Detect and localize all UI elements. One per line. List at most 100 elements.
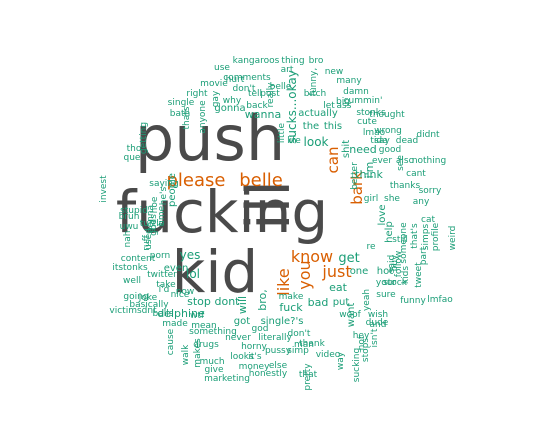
cloud-word: anyone: [198, 100, 208, 134]
cloud-word: made: [162, 319, 188, 329]
cloud-word: right: [186, 89, 208, 99]
cloud-word: girl: [364, 194, 378, 204]
cloud-word: going: [123, 292, 148, 302]
cloud-word: please: [167, 170, 226, 191]
cloud-word: much: [199, 357, 224, 367]
cloud-word: like: [274, 268, 293, 295]
cloud-word: literally: [258, 333, 292, 343]
cloud-word: better: [350, 162, 360, 190]
cloud-word: new: [325, 67, 344, 77]
cloud-word: can: [324, 147, 342, 174]
cloud-word: bruh: [119, 212, 140, 222]
cloud-word: something: [189, 327, 237, 337]
cloud-word: thought: [369, 110, 405, 120]
cloud-word: re: [366, 242, 376, 252]
cloud-word: part: [419, 246, 429, 265]
cloud-word: getting: [139, 122, 149, 154]
cloud-word: want: [346, 303, 357, 328]
cloud-word: kid: [172, 238, 259, 306]
cloud-word: stock: [383, 278, 408, 288]
cloud-word: well: [123, 276, 141, 286]
cloud-word: shit: [341, 140, 352, 158]
cloud-word: help: [384, 221, 395, 243]
cloud-word: post: [260, 89, 280, 99]
cloud-word: stupid: [120, 206, 148, 216]
cloud-word: dead: [396, 136, 418, 146]
cloud-word: let: [323, 101, 335, 111]
cloud-word: cute: [357, 117, 377, 127]
cloud-word: nothing: [412, 156, 446, 166]
cloud-word: thank: [299, 339, 325, 349]
cloud-word: damn: [343, 87, 369, 97]
cloud-word: you: [295, 260, 314, 289]
cloud-word: just: [321, 262, 351, 281]
cloud-word: else: [269, 361, 288, 371]
cloud-word: delphine: [157, 307, 205, 320]
cloud-word: way: [336, 351, 346, 370]
cloud-word: think: [355, 168, 383, 181]
cloud-word: now: [176, 287, 195, 297]
cloud-word: eat: [329, 281, 348, 294]
cloud-word: horny: [241, 342, 267, 352]
cloud-word: hoe: [150, 196, 160, 213]
cloud-word: cat: [421, 215, 435, 225]
cloud-word: the: [303, 121, 319, 132]
cloud-word: twitter: [147, 270, 177, 280]
cloud-word: dude: [366, 318, 389, 328]
cloud-word: make: [279, 292, 304, 302]
cloud-word: woof: [339, 310, 361, 320]
cloud-word: kangaroos: [233, 56, 280, 66]
cloud-word: isn't: [370, 328, 380, 347]
cloud-word: cummin': [344, 96, 383, 106]
cloud-word: that: [299, 370, 318, 380]
cloud-word: bark: [348, 171, 366, 205]
cloud-word: ass: [337, 101, 352, 111]
cloud-word: cause: [166, 328, 176, 355]
cloud-word: really: [266, 82, 276, 108]
cloud-word: fucking: [116, 178, 328, 246]
cloud-word: art: [281, 65, 294, 75]
cloud-word: used: [144, 228, 154, 250]
cloud-word: funny,: [309, 68, 319, 96]
cloud-word: bad: [308, 296, 329, 309]
cloud-word: funny: [400, 296, 426, 306]
cloud-word: lmfao: [427, 295, 453, 305]
cloud-word: thing: [281, 56, 304, 66]
cloud-word: this: [324, 121, 342, 132]
cloud-word: ill: [234, 180, 304, 230]
cloud-word: she: [384, 194, 400, 204]
cloud-word: weird: [448, 226, 458, 251]
cloud-word: it's: [248, 352, 262, 362]
cloud-word: gods: [149, 214, 159, 236]
cloud-word: sucking: [352, 348, 362, 382]
cloud-word: pussy: [265, 346, 292, 356]
cloud-word: yeah: [362, 289, 372, 311]
cloud-word: say: [374, 136, 390, 146]
cloud-word: joke: [138, 293, 158, 303]
cloud-word: wtf: [190, 311, 205, 321]
cloud-word: people: [167, 173, 178, 207]
cloud-word: sure: [376, 290, 396, 300]
cloud-word: saying: [149, 179, 178, 189]
cloud-word: money: [239, 362, 271, 372]
cloud-word: marketing: [204, 374, 250, 384]
cloud-word: basically: [129, 300, 169, 310]
cloud-word: someone: [399, 222, 409, 264]
cloud-word: belle,: [270, 82, 295, 92]
cloud-word: profile: [431, 222, 441, 251]
cloud-word: movie: [200, 79, 228, 89]
cloud-word: pretty: [303, 363, 313, 391]
cloud-word: victimsdnt: [109, 306, 157, 316]
cloud-word: need: [349, 143, 377, 156]
cloud-word: man: [294, 340, 314, 350]
cloud-word: looks: [230, 352, 254, 362]
cloud-word: stops: [361, 338, 371, 362]
cloud-word: lmao: [363, 128, 386, 138]
cloud-word: single?'s: [261, 316, 304, 327]
cloud-word: ruff: [142, 234, 152, 250]
cloud-word: turtle: [140, 219, 165, 229]
cloud-word: your: [376, 278, 397, 288]
cloud-word: balls: [153, 309, 174, 319]
cloud-word: didnt: [416, 130, 440, 140]
cloud-word: i'd: [159, 285, 170, 295]
